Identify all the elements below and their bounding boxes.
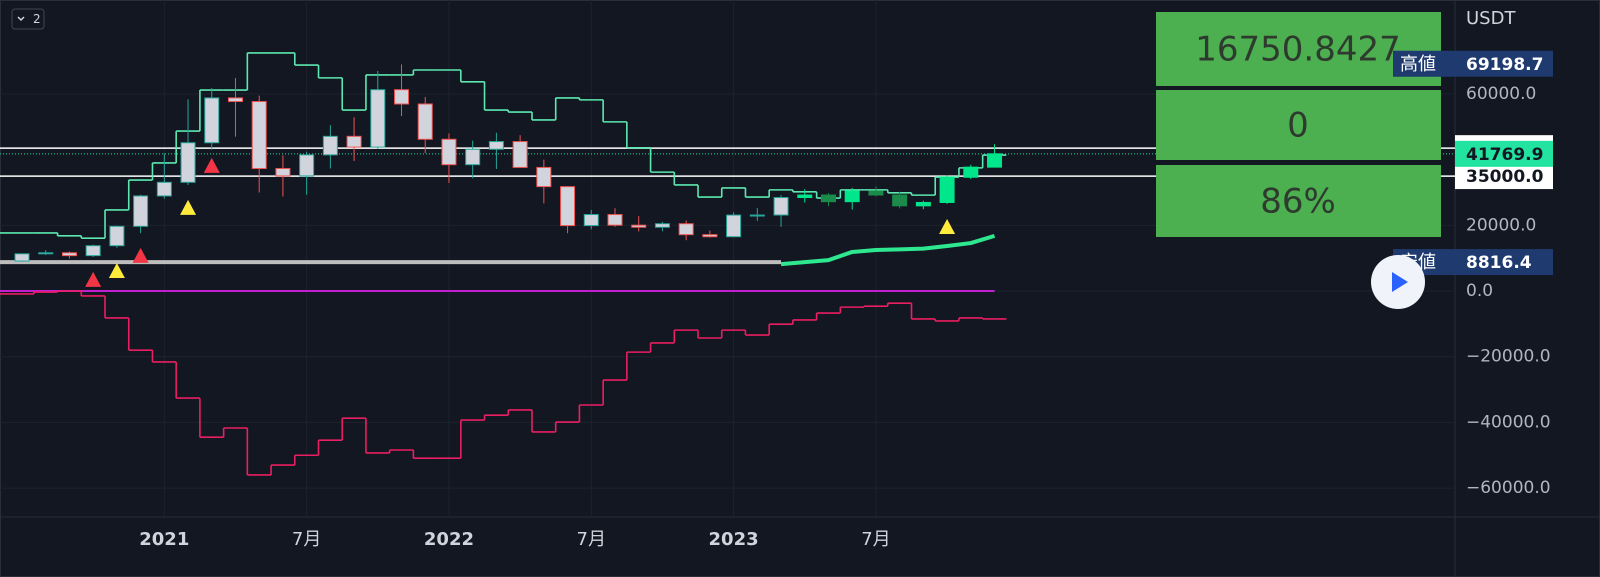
unit-label: USDT	[1466, 8, 1516, 29]
candle-body	[702, 234, 718, 238]
candle-body	[227, 97, 243, 103]
price-tag-value: 69198.7	[1466, 55, 1543, 75]
candle-body	[275, 168, 291, 177]
price-tag	[1455, 163, 1553, 190]
candle-body	[844, 190, 860, 203]
candle-body	[726, 214, 742, 238]
candle-body	[38, 252, 54, 255]
price-tag-value: 8816.4	[1466, 253, 1532, 273]
price-tag	[1393, 50, 1553, 77]
candle-body	[156, 181, 172, 197]
candle-body	[773, 197, 789, 216]
panel-divider	[1156, 86, 1441, 165]
candle-body	[488, 141, 504, 150]
panel-text: 16750.8427	[1195, 30, 1401, 70]
candle-body	[346, 135, 362, 148]
candle-body	[465, 148, 481, 166]
panel-text: 86%	[1260, 182, 1336, 222]
x-tick-label: 7月	[577, 529, 606, 550]
candle-body	[963, 166, 979, 178]
candle-body	[251, 101, 267, 170]
x-tick-label: 7月	[861, 529, 890, 550]
candle-body	[322, 135, 338, 156]
candle-body	[85, 245, 101, 257]
candle-body	[939, 176, 955, 203]
price-tag-value: 35000.0	[1466, 167, 1544, 187]
trend-line	[780, 233, 996, 267]
candle-body	[868, 190, 884, 196]
collapse-button[interactable]: 2	[11, 8, 45, 30]
signal-triangle	[180, 199, 197, 215]
candle-body	[370, 89, 386, 148]
candle-body	[797, 194, 813, 199]
signal-triangle	[939, 218, 956, 234]
candle-body	[180, 142, 196, 183]
candle-body	[394, 89, 410, 105]
candle-body	[583, 214, 599, 227]
chevron	[17, 16, 25, 22]
panel-cell	[1156, 90, 1441, 160]
candle-body	[631, 224, 647, 228]
candle-body	[299, 154, 315, 177]
candle-body	[14, 253, 30, 262]
x-tick-label: 2021	[139, 529, 189, 550]
signal-triangle	[85, 271, 102, 287]
step-connector	[33, 291, 984, 475]
candle-body	[654, 223, 670, 228]
signal-triangle	[108, 262, 125, 278]
x-tick-label: 2023	[709, 529, 759, 550]
play-button[interactable]	[1371, 255, 1425, 309]
candle-body	[133, 195, 149, 227]
candle-body	[441, 138, 457, 166]
y-tick-label: −20000.0	[1466, 347, 1551, 367]
y-tick-label: −60000.0	[1466, 478, 1551, 498]
signal-triangle	[132, 247, 149, 263]
candle-body	[204, 97, 220, 144]
y-tick-label: 60000.0	[1466, 84, 1536, 104]
collapse-count: 2	[33, 12, 41, 26]
signal-triangle	[203, 157, 220, 173]
y-tick-label: 20000.0	[1466, 215, 1536, 235]
candle-body	[749, 214, 765, 217]
candle-body	[61, 252, 77, 257]
x-tick-label: 7月	[292, 529, 321, 550]
candle-body	[987, 153, 1003, 168]
candle-body	[915, 201, 931, 207]
candle-body	[678, 223, 694, 236]
x-tick-label: 2022	[424, 529, 474, 550]
panel-text: 0	[1287, 106, 1309, 146]
play-icon	[1392, 272, 1408, 292]
price-tag	[1455, 140, 1553, 167]
candle-body	[512, 141, 528, 168]
price-tag-name: 高値	[1400, 54, 1436, 75]
candle-body	[109, 225, 125, 247]
y-tick-label: 0.0	[1466, 281, 1493, 301]
panel-cell	[1156, 165, 1441, 237]
button-frame	[11, 8, 45, 30]
candle-body	[607, 214, 623, 226]
candle-body	[417, 103, 433, 140]
candle-body	[560, 186, 576, 227]
step-connector	[56, 52, 984, 239]
candle-body	[820, 194, 836, 203]
candle-body	[536, 166, 552, 188]
price-tag-value: 41769.9	[1466, 145, 1543, 165]
y-tick-label: −40000.0	[1466, 412, 1551, 432]
candle-body	[892, 194, 908, 207]
